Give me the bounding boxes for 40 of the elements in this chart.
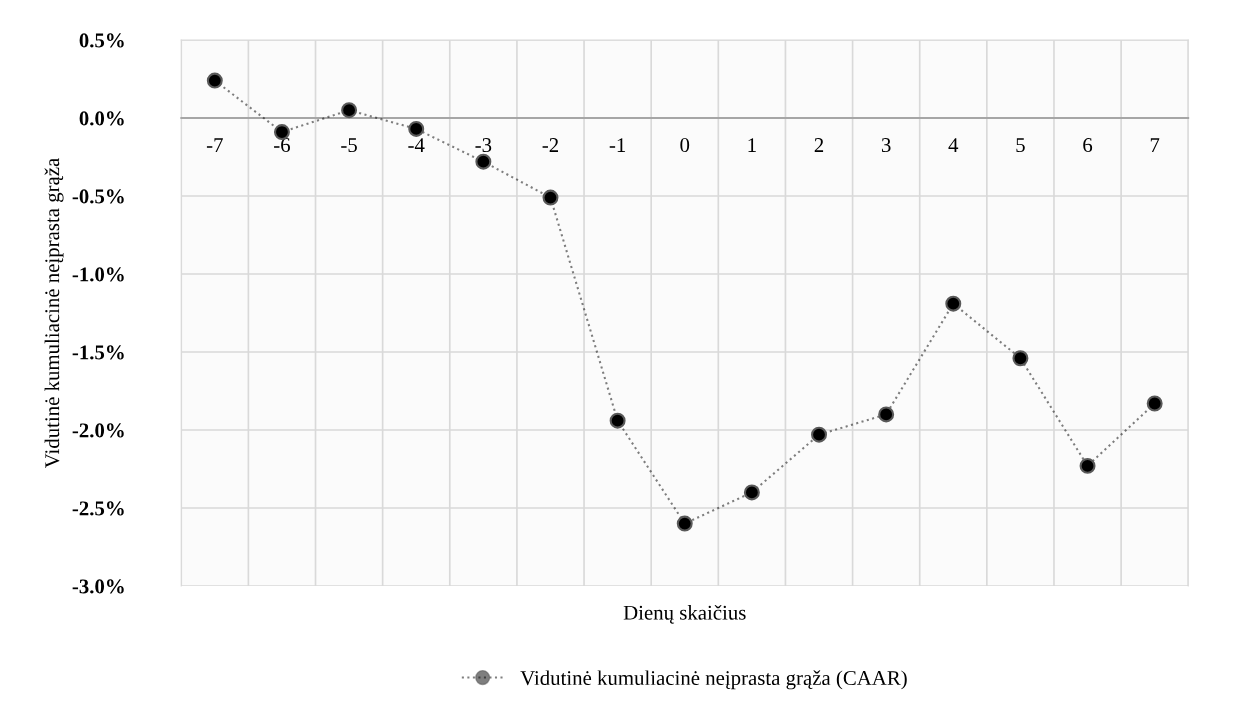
- x-tick-label: -5: [341, 138, 357, 153]
- point: [945, 295, 962, 312]
- point: [878, 406, 895, 423]
- x-tick-label: 5: [1016, 138, 1025, 153]
- y-axis-title: Vidutinė kumuliacinė neįprasta grąža: [44, 158, 64, 469]
- x-tick-label: 1: [748, 138, 756, 152]
- point: [676, 515, 693, 532]
- x-tick-label: -3: [475, 138, 492, 153]
- point: [1012, 350, 1029, 367]
- x-tick-label: 0: [680, 138, 690, 153]
- point: [743, 484, 760, 501]
- x-tick-label: -1: [609, 138, 626, 152]
- point: [542, 189, 559, 206]
- y-tick-label: 0.0%: [79, 111, 124, 126]
- point: [475, 153, 492, 170]
- point: [609, 412, 626, 429]
- y-tick-label: -1.0%: [72, 267, 124, 282]
- point: [408, 120, 425, 137]
- y-tick-label: -2.0%: [72, 423, 124, 438]
- y-tick-label: -2.5%: [72, 501, 124, 516]
- y-tick-label: -0.5%: [72, 189, 124, 204]
- x-tick-label: -7: [206, 138, 223, 152]
- x-tick-label: 3: [881, 138, 891, 153]
- x-tick-label: 7: [1150, 138, 1160, 152]
- x-axis-title: Dienų skaičius: [623, 605, 746, 624]
- y-tick-label: -1.5%: [72, 345, 124, 360]
- x-tick-label: -6: [274, 138, 291, 153]
- point: [341, 102, 358, 119]
- y-tick-label: 0.5%: [79, 33, 124, 48]
- x-tick-label: 2: [814, 138, 824, 152]
- legend-label: Vidutinė kumuliacinė neįprasta grąža (CAAR): [520, 670, 907, 690]
- x-tick-label: -2: [542, 138, 559, 152]
- y-tick-label: -3.0%: [72, 579, 124, 594]
- x-tick-label: 4: [948, 138, 959, 152]
- point: [1146, 395, 1163, 412]
- x-tick-label: 6: [1083, 138, 1093, 153]
- point: [811, 426, 827, 443]
- x-tick-label: -4: [408, 138, 425, 152]
- point: [1079, 457, 1096, 474]
- point: [206, 72, 223, 89]
